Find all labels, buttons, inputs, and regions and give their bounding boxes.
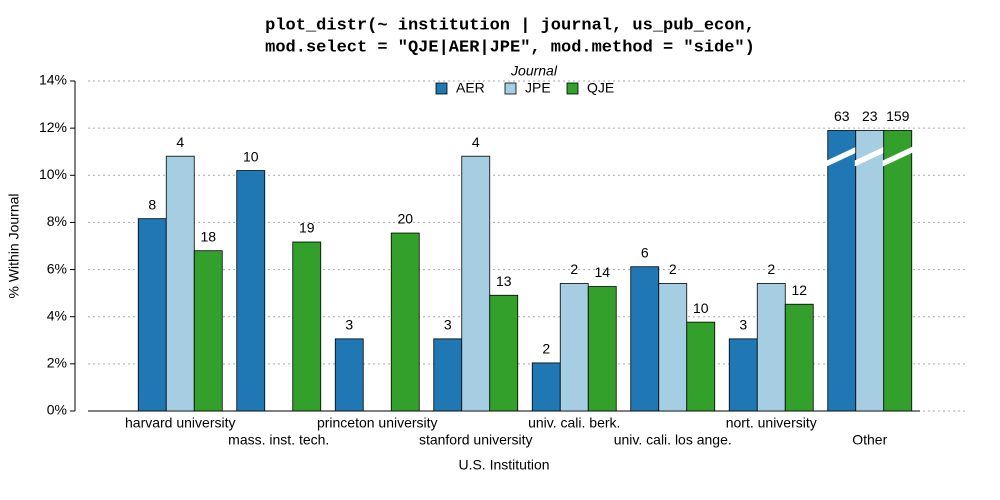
x-tick-label: univ. cali. berk. (528, 415, 620, 431)
x-tick-label: univ. cali. los ange. (614, 432, 732, 448)
data-label: 3 (345, 317, 353, 333)
bar (236, 170, 266, 412)
x-tick-label: Other (852, 432, 887, 448)
data-label: 2 (669, 261, 677, 277)
data-label: 159 (886, 108, 910, 124)
data-label: 18 (200, 228, 216, 244)
axis-break (826, 146, 857, 167)
data-label: 4 (472, 134, 480, 150)
chart-title: plot_distr(~ institution | journal, us_p… (265, 16, 755, 35)
legend-swatch (435, 82, 448, 95)
bar (855, 130, 885, 412)
y-tick-label: 4% (47, 307, 67, 323)
bar (433, 338, 463, 412)
data-label: 20 (397, 211, 413, 227)
bar (658, 283, 688, 412)
bar (489, 294, 519, 412)
legend-title: Journal (510, 63, 558, 79)
y-tick-label: 8% (47, 213, 67, 229)
bar (728, 338, 758, 412)
bar (292, 241, 322, 412)
y-tick-label: 14% (39, 72, 67, 88)
data-label: 13 (496, 273, 512, 289)
data-label: 63 (834, 108, 850, 124)
data-label: 12 (791, 282, 807, 298)
data-label: 2 (767, 261, 775, 277)
bar (883, 130, 913, 412)
bar (784, 303, 814, 412)
x-tick-label: nort. university (726, 415, 817, 431)
y-axis-label: % Within Journal (6, 193, 22, 298)
x-axis-label: U.S. Institution (458, 457, 549, 473)
y-tick-label: 12% (39, 119, 67, 135)
x-tick-label: harvard university (125, 415, 236, 431)
data-label: 23 (862, 108, 878, 124)
y-tick-label: 0% (47, 402, 67, 418)
x-tick-label: stanford university (419, 432, 533, 448)
bar (756, 283, 786, 412)
y-tick-label: 10% (39, 166, 67, 182)
data-label: 10 (693, 300, 709, 316)
bar (559, 283, 589, 412)
x-tick-label: mass. inst. tech. (228, 432, 329, 448)
data-label: 3 (739, 317, 747, 333)
bar (531, 362, 561, 412)
y-tick-label: 2% (47, 355, 67, 371)
axis-break (882, 146, 913, 167)
bar (165, 155, 195, 412)
bar (587, 286, 617, 412)
data-label: 2 (542, 341, 550, 357)
axis-break (854, 146, 885, 167)
y-tick-label: 6% (47, 260, 67, 276)
legend-label: QJE (587, 80, 614, 96)
data-label: 14 (594, 264, 610, 280)
chart-title: mod.select = "QJE|AER|JPE", mod.method =… (265, 38, 755, 57)
data-label: 8 (148, 196, 156, 212)
data-label: 3 (444, 317, 452, 333)
legend-label: AER (456, 80, 485, 96)
bar (827, 130, 857, 412)
bar (686, 321, 716, 412)
bar (137, 218, 167, 412)
data-label: 19 (299, 220, 315, 236)
bar (193, 250, 223, 412)
legend-swatch (566, 82, 579, 95)
data-label: 4 (176, 134, 184, 150)
bar (630, 266, 660, 412)
data-label: 10 (243, 148, 259, 164)
x-tick-label: princeton university (317, 415, 438, 431)
legend-label: JPE (525, 80, 551, 96)
bar (334, 338, 364, 412)
bar (390, 232, 420, 412)
legend-swatch (504, 82, 517, 95)
bar (461, 155, 491, 412)
data-label: 6 (641, 244, 649, 260)
data-label: 2 (570, 261, 578, 277)
